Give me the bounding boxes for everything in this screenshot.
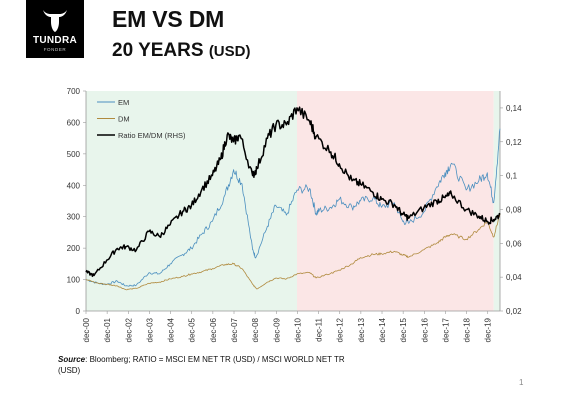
- y-right-tick-label: 0,08: [506, 205, 522, 214]
- y-left-tick-label: 700: [67, 87, 81, 96]
- legend-label-ratio: Ratio EM/DM (RHS): [118, 131, 186, 140]
- x-tick-label: dec-19: [484, 317, 493, 342]
- x-tick-label: dec-15: [399, 317, 408, 342]
- subtitle-text: 20 YEARS: [112, 40, 204, 61]
- x-tick-label: dec-11: [315, 317, 324, 341]
- x-tick-label: dec-06: [209, 317, 218, 342]
- y-right-tick-label: 0,1: [506, 172, 518, 181]
- tundra-logo: TUNDRA FONDER: [26, 0, 84, 58]
- x-tick-label: dec-10: [293, 317, 302, 342]
- series-line-em: [85, 128, 501, 287]
- background-zone-2: [493, 91, 500, 311]
- y-right-tick-label: 0,02: [506, 307, 522, 316]
- logo-subtext: FONDER: [43, 47, 67, 52]
- x-tick-label: dec-00: [82, 317, 91, 342]
- y-left-tick-label: 600: [67, 118, 81, 127]
- background-zone-1: [297, 91, 494, 311]
- y-left-tick-label: 200: [67, 244, 81, 253]
- x-tick-label: dec-16: [420, 317, 429, 342]
- y-left-tick-label: 400: [67, 181, 81, 190]
- x-tick-label: dec-01: [103, 317, 112, 342]
- x-tick-label: dec-03: [145, 317, 154, 342]
- page-title: EM VS DM: [112, 6, 225, 32]
- subtitle-unit: (USD): [208, 43, 251, 60]
- x-tick-label: dec-09: [272, 317, 281, 342]
- logo-name: TUNDRA: [32, 35, 78, 46]
- x-tick-label: dec-18: [463, 317, 472, 342]
- y-left-tick-label: 100: [67, 276, 81, 285]
- source-label: Source: [58, 355, 86, 364]
- y-left-tick-label: 300: [67, 213, 81, 222]
- y-right-tick-label: 0,06: [506, 239, 522, 248]
- series-line-dm: [85, 213, 501, 291]
- y-left-tick-label: 500: [67, 150, 81, 159]
- source-note: Source: Bloomberg; RATIO = MSCI EM NET T…: [58, 354, 358, 376]
- bull-icon: [43, 10, 67, 32]
- x-tick-label: dec-07: [230, 317, 239, 342]
- x-tick-label: dec-05: [188, 317, 197, 342]
- legend-label-em: EM: [118, 98, 129, 107]
- x-tick-label: dec-04: [167, 317, 176, 342]
- page-subtitle: 20 YEARS (USD): [112, 40, 250, 62]
- x-tick-label: dec-14: [378, 317, 387, 342]
- page-number: 1: [519, 378, 524, 387]
- legend-label-dm: DM: [118, 115, 130, 124]
- x-tick-label: dec-02: [124, 317, 133, 342]
- x-tick-label: dec-17: [441, 317, 450, 342]
- x-tick-label: dec-13: [357, 317, 366, 342]
- y-right-tick-label: 0,12: [506, 138, 522, 147]
- background-zone-0: [86, 91, 298, 311]
- x-tick-label: dec-08: [251, 317, 260, 342]
- source-text: : Bloomberg; RATIO = MSCI EM NET TR (USD…: [58, 355, 345, 375]
- y-left-tick-label: 0: [76, 307, 81, 316]
- series-line-ratio: [85, 106, 501, 278]
- x-tick-label: dec-12: [336, 317, 345, 342]
- y-right-tick-label: 0,14: [506, 104, 522, 113]
- y-right-tick-label: 0,04: [506, 273, 522, 282]
